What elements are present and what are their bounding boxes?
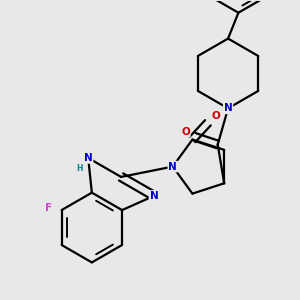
Text: H: H xyxy=(76,164,83,173)
Text: N: N xyxy=(168,162,177,172)
Text: N: N xyxy=(150,191,158,201)
Text: N: N xyxy=(224,103,233,113)
Text: N: N xyxy=(84,153,93,163)
Text: O: O xyxy=(211,111,220,121)
Text: F: F xyxy=(45,202,52,212)
Text: O: O xyxy=(181,127,190,136)
